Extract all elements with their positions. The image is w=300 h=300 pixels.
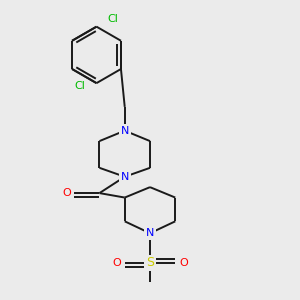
Text: Cl: Cl (107, 14, 118, 24)
Text: N: N (121, 172, 129, 182)
Text: O: O (179, 258, 188, 268)
Text: Cl: Cl (75, 81, 86, 91)
Text: O: O (62, 188, 71, 198)
Text: N: N (121, 126, 129, 136)
Text: N: N (146, 228, 154, 238)
Text: S: S (146, 256, 154, 269)
Text: O: O (112, 258, 121, 268)
